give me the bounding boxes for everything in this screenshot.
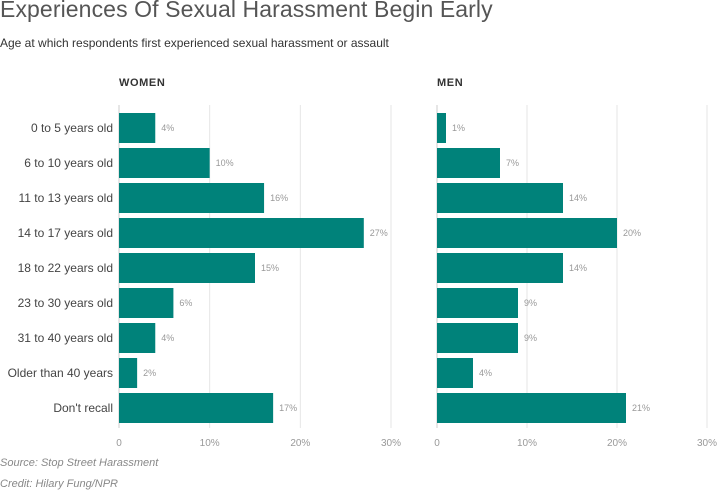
men-bar — [437, 358, 473, 388]
men-value-label: 14% — [569, 193, 587, 203]
men-value-label: 1% — [452, 123, 465, 133]
men-bar — [437, 148, 500, 178]
chart-title: Experiences Of Sexual Harassment Begin E… — [0, 0, 493, 22]
men-panel-title: MEN — [437, 77, 463, 89]
women-panel-title: WOMEN — [119, 77, 165, 89]
category-label: Don't recall — [53, 401, 113, 415]
category-label: 14 to 17 years old — [18, 226, 113, 240]
men-tick-label: 0 — [434, 438, 440, 449]
women-panel: WOMEN 0 10% 20% 30% 4% 0 to 5 years old 10% 6 to… — [8, 77, 402, 449]
credit-note: Credit: Hilary Fung/NPR — [0, 478, 118, 490]
women-bar — [119, 218, 364, 248]
men-tick-label: 20% — [607, 438, 627, 449]
women-tick-label: 30% — [381, 438, 401, 449]
men-value-label: 4% — [479, 368, 492, 378]
men-value-label: 14% — [569, 263, 587, 273]
women-value-label: 4% — [161, 123, 174, 133]
women-tick-label: 0 — [116, 438, 122, 449]
men-bar — [437, 253, 563, 283]
women-value-label: 16% — [270, 193, 288, 203]
women-tick-label: 10% — [200, 438, 220, 449]
men-bar — [437, 393, 626, 423]
category-label: 23 to 30 years old — [18, 296, 113, 310]
women-value-label: 10% — [216, 158, 234, 168]
men-value-label: 20% — [623, 228, 641, 238]
men-tick-label: 10% — [517, 438, 537, 449]
women-value-label: 6% — [179, 298, 192, 308]
men-value-label: 7% — [506, 158, 519, 168]
chart-subtitle: Age at which respondents first experienc… — [0, 36, 389, 50]
women-bar — [119, 323, 156, 353]
category-label: 6 to 10 years old — [24, 156, 113, 170]
category-label: 31 to 40 years old — [18, 331, 113, 345]
women-bar — [119, 288, 174, 318]
men-value-label: 9% — [524, 333, 537, 343]
men-bar — [437, 323, 518, 353]
women-bar — [119, 358, 138, 388]
women-value-label: 4% — [161, 333, 174, 343]
category-label: Older than 40 years — [8, 366, 113, 380]
women-bar — [119, 148, 210, 178]
men-tick-label: 30% — [697, 438, 717, 449]
women-bar — [119, 113, 156, 143]
women-tick-label: 20% — [290, 438, 310, 449]
women-bar — [119, 393, 274, 423]
women-bar — [119, 183, 265, 213]
men-bar — [437, 288, 518, 318]
category-label: 0 to 5 years old — [31, 121, 113, 135]
women-value-label: 17% — [279, 403, 297, 413]
women-value-label: 27% — [370, 228, 388, 238]
men-bar — [437, 183, 563, 213]
men-bar — [437, 113, 446, 143]
men-bar — [437, 218, 617, 248]
men-panel: MEN 0 10% 20% 30% 1% 7% 14% 20% 14% 9% 9% 4% 21% — [434, 77, 717, 449]
women-bar — [119, 253, 255, 283]
women-value-label: 2% — [143, 368, 156, 378]
men-value-label: 9% — [524, 298, 537, 308]
source-note: Source: Stop Street Harassment — [0, 457, 159, 469]
category-label: 11 to 13 years old — [18, 191, 113, 205]
category-label: 18 to 22 years old — [18, 261, 113, 275]
men-value-label: 21% — [632, 403, 650, 413]
women-value-label: 15% — [261, 263, 279, 273]
